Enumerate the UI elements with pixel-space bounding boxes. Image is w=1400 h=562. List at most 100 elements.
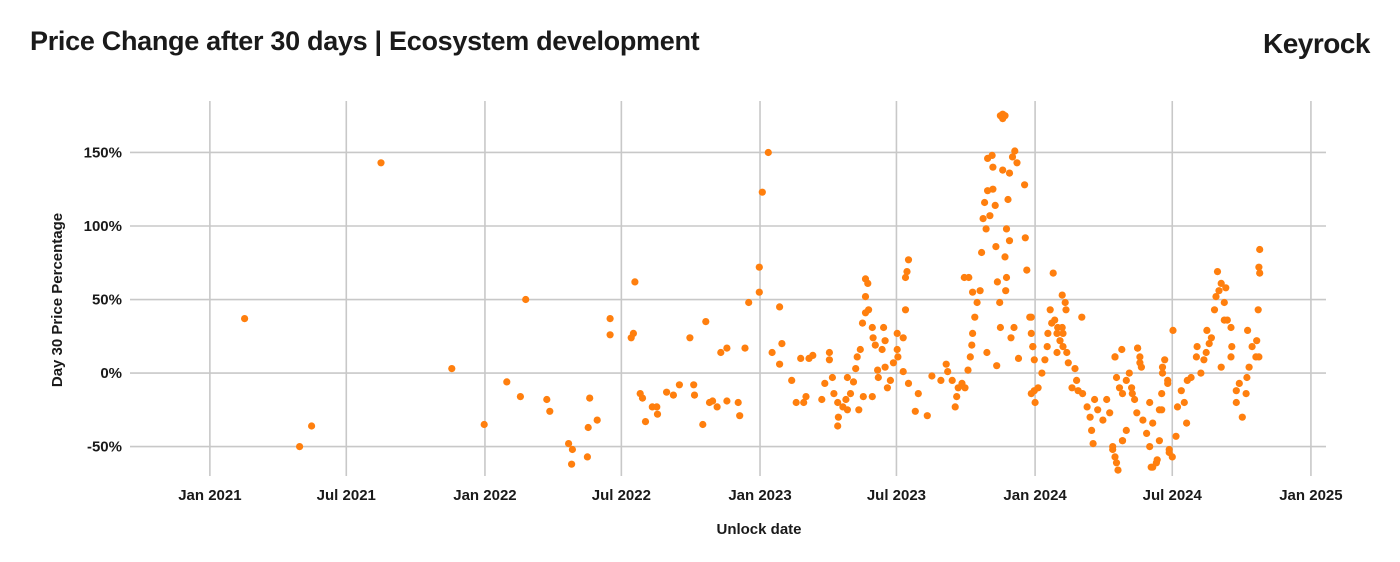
data-point	[1227, 353, 1235, 361]
data-point	[522, 295, 530, 304]
data-point	[1109, 445, 1117, 454]
data-point	[568, 460, 576, 468]
data-point	[503, 378, 511, 386]
data-point	[1049, 269, 1057, 277]
data-point	[1051, 316, 1059, 324]
data-point	[1149, 463, 1157, 471]
data-point	[886, 376, 895, 384]
data-point	[1125, 369, 1133, 377]
data-point	[993, 362, 1001, 370]
data-point	[1192, 353, 1200, 361]
y-tick-label: 150%	[84, 144, 122, 161]
data-point	[893, 345, 901, 354]
x-axis-label: Unlock date	[716, 521, 801, 538]
data-point	[690, 381, 698, 389]
data-point	[843, 373, 852, 382]
data-point	[899, 368, 907, 376]
data-point	[1083, 403, 1091, 411]
data-point	[1061, 298, 1069, 307]
data-point	[686, 334, 694, 342]
y-tick-label: 0%	[100, 365, 122, 382]
data-point	[723, 397, 731, 405]
data-point	[1207, 334, 1215, 342]
data-point	[992, 243, 1000, 251]
data-point	[1008, 153, 1017, 161]
data-point	[1128, 390, 1136, 398]
data-point	[948, 376, 956, 384]
data-point	[878, 345, 886, 354]
data-point	[1053, 329, 1061, 337]
chart-title: Price Change after 30 days | Ecosystem d…	[30, 26, 700, 56]
data-point	[871, 341, 879, 349]
data-point	[1029, 343, 1037, 351]
data-point	[1217, 363, 1225, 371]
data-point	[448, 365, 456, 373]
data-point	[928, 372, 936, 380]
data-point	[986, 212, 994, 220]
data-point	[1112, 459, 1121, 467]
x-tick-label: Jul 2021	[317, 487, 376, 504]
data-point	[1232, 398, 1240, 407]
data-point	[1210, 306, 1219, 314]
data-point	[883, 384, 892, 392]
data-point	[1079, 390, 1087, 398]
data-point	[868, 323, 876, 332]
data-point	[709, 397, 717, 405]
data-point	[983, 348, 991, 357]
data-point	[1023, 266, 1031, 274]
data-point	[717, 348, 725, 357]
data-point	[1205, 340, 1213, 348]
data-point	[713, 403, 721, 411]
data-point	[1111, 453, 1119, 461]
data-point	[1158, 390, 1166, 398]
data-point	[1215, 287, 1223, 295]
data-point	[1068, 384, 1076, 392]
data-point	[825, 348, 834, 357]
data-point	[825, 356, 834, 364]
data-point	[1021, 234, 1029, 242]
data-point	[1217, 279, 1225, 287]
data-point	[1118, 390, 1127, 398]
data-point	[846, 390, 855, 398]
data-point	[1169, 326, 1177, 334]
data-point	[1027, 390, 1035, 398]
data-point	[1026, 313, 1034, 321]
data-point	[1011, 147, 1019, 155]
data-point	[821, 379, 829, 387]
data-point	[818, 395, 826, 404]
data-point	[1227, 323, 1235, 332]
data-point	[1005, 169, 1014, 177]
data-point	[565, 440, 573, 448]
data-point	[989, 163, 997, 171]
data-point	[1254, 306, 1262, 314]
data-point	[899, 334, 907, 342]
data-point	[776, 360, 784, 368]
data-point	[999, 166, 1007, 174]
data-point	[1228, 343, 1236, 351]
data-point	[966, 353, 974, 361]
data-point	[1106, 409, 1114, 417]
data-point	[1043, 343, 1051, 351]
data-point	[1094, 406, 1102, 414]
data-point	[1242, 390, 1250, 398]
data-point	[961, 384, 969, 392]
data-point	[480, 420, 488, 429]
data-point	[1253, 337, 1261, 345]
data-point	[842, 395, 850, 404]
data-point	[1136, 353, 1144, 361]
data-point	[1059, 329, 1067, 337]
data-point	[638, 394, 647, 402]
data-point	[903, 268, 911, 276]
data-point	[1086, 413, 1094, 421]
data-point	[1244, 326, 1252, 334]
data-point	[944, 368, 952, 376]
data-point	[1030, 356, 1038, 364]
data-point	[993, 278, 1002, 286]
data-point	[1001, 253, 1009, 261]
data-point	[1203, 326, 1211, 334]
data-point	[653, 403, 661, 411]
x-tick-label: Jan 2023	[728, 487, 791, 504]
data-point	[1193, 343, 1201, 351]
data-point	[1071, 365, 1079, 373]
data-point	[1248, 343, 1256, 351]
